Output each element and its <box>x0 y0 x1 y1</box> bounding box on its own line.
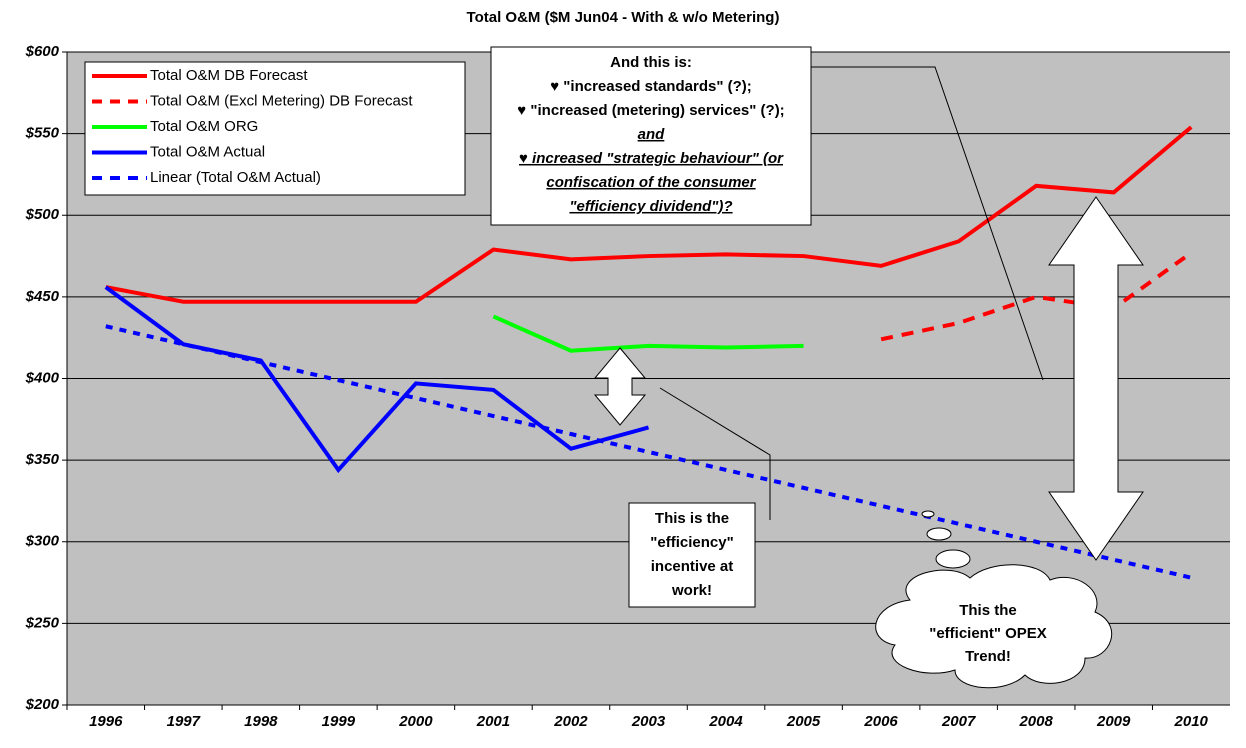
y-tick-label: $500 <box>25 206 60 223</box>
series-line <box>105 324 1192 580</box>
annotation-text: confiscation of the consumer <box>546 174 756 191</box>
x-tick-label: 2009 <box>1096 713 1131 730</box>
annotation-text: "efficient" OPEX <box>929 625 1047 642</box>
chart-title: Total O&M ($M Jun04 - With & w/o Meterin… <box>467 9 780 26</box>
annotation-text: "efficiency" <box>650 534 733 551</box>
annotation-text: ♥ "increased (metering) services" (?); <box>517 102 784 119</box>
x-tick-label: 2007 <box>941 713 976 730</box>
annotation-text: And this is: <box>610 54 692 71</box>
annotation-text: "efficiency dividend")? <box>569 198 732 215</box>
annotation-text: ♥ "increased standards" (?); <box>550 78 752 95</box>
annotation-box <box>490 46 812 226</box>
cloud <box>875 564 1113 689</box>
thought-bubble <box>935 549 971 569</box>
legend-label: Total O&M (Excl Metering) DB Forecast <box>150 92 413 109</box>
y-tick-label: $300 <box>25 533 60 550</box>
y-tick-label: $200 <box>25 696 60 713</box>
y-tick-label: $350 <box>25 451 60 468</box>
x-tick-label: 2002 <box>553 713 588 730</box>
legend-label: Total O&M DB Forecast <box>150 67 308 84</box>
annotation-text: ♥ increased "strategic behaviour" (or <box>519 150 784 167</box>
legend-label: Total O&M Actual <box>150 143 265 160</box>
y-tick-label: $400 <box>25 369 60 386</box>
x-tick-label: 2004 <box>708 713 743 730</box>
y-tick-label: $550 <box>25 125 60 142</box>
double-arrow <box>1048 196 1144 561</box>
leader-line <box>811 66 1044 381</box>
series-line <box>105 125 1193 304</box>
x-tick-label: 2003 <box>631 713 666 730</box>
x-tick-label: 2010 <box>1174 713 1209 730</box>
series-line <box>104 285 650 474</box>
x-tick-label: 2000 <box>398 713 433 730</box>
y-tick-label: $450 <box>25 288 60 305</box>
series-line <box>880 251 1193 342</box>
annotation-text: This is the <box>655 510 729 527</box>
thought-bubble <box>921 510 935 518</box>
double-arrow <box>593 347 647 426</box>
annotation-text: Trend! <box>965 648 1011 665</box>
legend-label: Total O&M ORG <box>150 118 258 135</box>
x-tick-label: 2006 <box>863 713 898 730</box>
legend <box>84 61 466 196</box>
annotation-text: incentive at <box>651 558 734 575</box>
x-tick-label: 1999 <box>322 713 356 730</box>
leader-line <box>659 387 771 520</box>
y-tick-label: $600 <box>25 43 60 60</box>
thought-bubble <box>926 527 952 541</box>
x-tick-label: 1998 <box>244 713 278 730</box>
x-tick-label: 2005 <box>786 713 821 730</box>
annotation-text: and <box>638 126 666 143</box>
x-tick-label: 2008 <box>1018 713 1053 730</box>
legend-label: Linear (Total O&M Actual) <box>150 169 321 186</box>
x-tick-label: 2001 <box>476 713 510 730</box>
annotation-box <box>628 502 756 608</box>
annotation-text: work! <box>671 582 712 599</box>
y-tick-label: $250 <box>25 614 60 631</box>
series-line <box>492 314 804 353</box>
x-tick-label: 1996 <box>89 713 123 730</box>
x-tick-label: 1997 <box>167 713 201 730</box>
annotation-text: This the <box>959 602 1017 619</box>
